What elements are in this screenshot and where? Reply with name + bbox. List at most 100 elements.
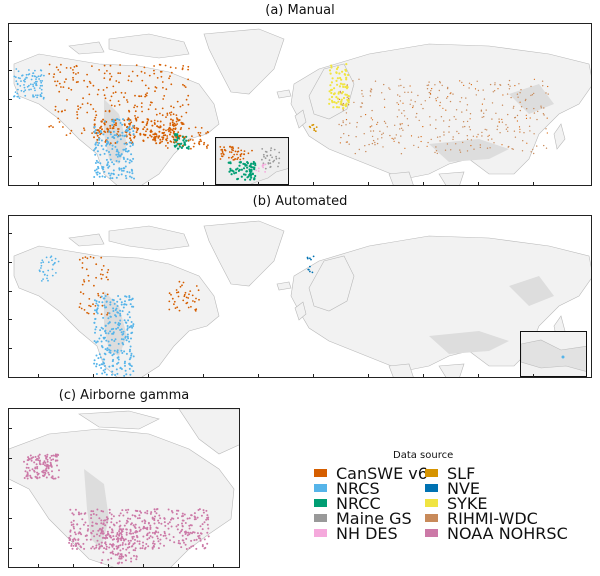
station-point — [199, 138, 202, 141]
station-point — [200, 532, 203, 535]
axis-tick — [8, 428, 12, 429]
station-point — [195, 547, 198, 550]
station-point — [479, 146, 481, 149]
station-point — [491, 118, 493, 120]
station-point — [261, 158, 263, 161]
station-point — [462, 126, 464, 128]
station-point — [182, 281, 185, 284]
station-point — [81, 257, 84, 259]
station-point — [127, 543, 130, 546]
station-point — [46, 460, 49, 463]
station-point — [131, 545, 134, 547]
station-point — [31, 75, 34, 77]
station-point — [153, 69, 155, 72]
station-point — [532, 148, 534, 151]
station-point — [109, 349, 112, 352]
station-point — [146, 534, 149, 537]
station-point — [128, 311, 131, 314]
station-point — [94, 116, 97, 119]
station-point — [153, 123, 156, 125]
station-point — [496, 128, 498, 131]
station-point — [88, 304, 90, 307]
station-point — [95, 263, 98, 266]
station-point — [108, 109, 111, 112]
station-point — [102, 133, 105, 136]
station-point — [338, 123, 340, 126]
station-point — [144, 84, 147, 87]
station-point — [27, 456, 30, 459]
station-point — [151, 546, 154, 549]
station-point — [417, 94, 419, 97]
station-point — [231, 155, 234, 158]
station-point — [107, 269, 110, 271]
station-point — [169, 114, 172, 116]
station-point — [189, 524, 192, 527]
station-point — [130, 325, 133, 327]
station-point — [35, 76, 38, 79]
station-point — [25, 73, 28, 76]
station-point — [391, 137, 393, 139]
station-point — [455, 118, 457, 121]
station-point — [91, 132, 93, 134]
station-point — [106, 142, 108, 145]
station-point — [138, 542, 141, 545]
station-point — [492, 91, 494, 93]
station-point — [508, 88, 511, 90]
station-point — [167, 508, 170, 511]
station-point — [332, 106, 335, 109]
station-point — [106, 293, 109, 296]
station-point — [111, 120, 114, 123]
station-point — [341, 83, 344, 86]
station-point — [50, 459, 53, 461]
station-point — [89, 538, 92, 541]
station-point — [174, 124, 177, 127]
station-point — [480, 109, 483, 111]
axis-tick — [38, 182, 39, 186]
station-point — [245, 170, 248, 173]
station-point — [188, 293, 190, 296]
station-point — [314, 130, 317, 133]
station-point — [95, 300, 98, 303]
station-point — [232, 149, 234, 152]
station-point — [24, 94, 27, 97]
station-point — [128, 350, 131, 353]
station-point — [240, 175, 243, 178]
station-point — [398, 85, 400, 87]
station-point — [110, 95, 113, 98]
station-point — [114, 91, 117, 94]
station-point — [505, 128, 508, 130]
station-point — [137, 116, 139, 119]
station-point — [119, 544, 122, 547]
station-point — [431, 88, 433, 90]
station-point — [250, 176, 253, 179]
station-point — [13, 95, 16, 97]
axis-tick — [8, 127, 12, 128]
station-point — [116, 148, 119, 151]
station-point — [337, 92, 340, 95]
station-point — [207, 518, 210, 521]
station-point — [345, 78, 348, 81]
station-point — [494, 82, 496, 84]
station-point — [106, 537, 109, 539]
station-point — [131, 144, 134, 146]
station-point — [24, 89, 27, 92]
axis-tick — [478, 182, 479, 186]
station-point — [170, 111, 173, 114]
station-point — [89, 256, 92, 258]
station-point — [100, 528, 103, 531]
station-point — [426, 88, 429, 90]
station-point — [98, 172, 101, 175]
station-point — [132, 355, 135, 358]
station-point — [223, 146, 225, 149]
station-point — [196, 516, 199, 519]
station-point — [148, 74, 151, 77]
station-point — [93, 126, 96, 129]
station-point — [32, 85, 35, 88]
station-point — [160, 75, 163, 78]
station-point — [512, 148, 514, 150]
station-point — [76, 113, 79, 116]
station-point — [138, 530, 141, 532]
station-point — [102, 297, 105, 300]
station-point — [159, 112, 161, 115]
station-point — [95, 544, 98, 547]
